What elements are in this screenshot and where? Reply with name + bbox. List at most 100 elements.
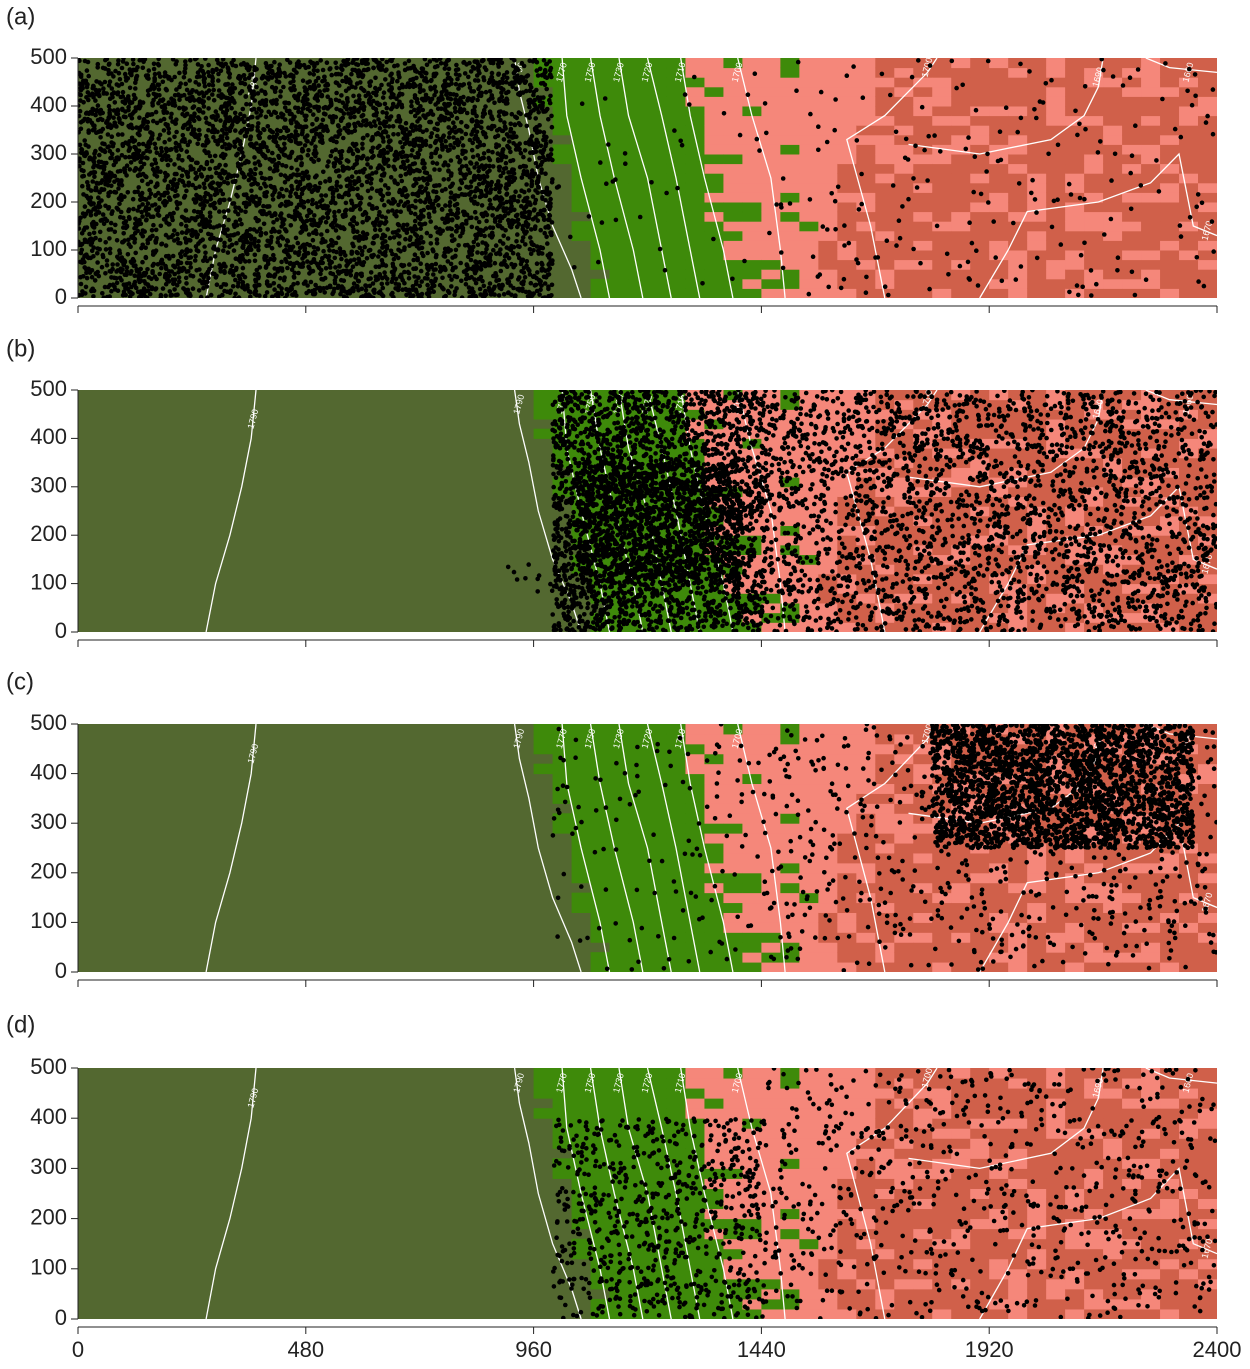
point bbox=[124, 265, 130, 270]
point bbox=[524, 123, 530, 129]
point bbox=[163, 216, 168, 222]
point bbox=[442, 115, 448, 121]
point bbox=[241, 119, 247, 125]
cell bbox=[1008, 202, 1028, 213]
point bbox=[533, 161, 539, 166]
cell bbox=[1160, 106, 1180, 117]
point bbox=[365, 133, 370, 138]
cell bbox=[951, 77, 971, 88]
point bbox=[333, 147, 339, 153]
point bbox=[418, 234, 424, 240]
cell bbox=[913, 115, 933, 126]
point bbox=[225, 181, 231, 186]
point bbox=[508, 149, 513, 155]
point bbox=[442, 294, 447, 298]
point bbox=[455, 210, 461, 216]
point bbox=[269, 245, 275, 251]
point bbox=[165, 162, 171, 168]
point bbox=[445, 75, 451, 81]
point bbox=[97, 246, 102, 252]
point bbox=[179, 147, 184, 153]
point bbox=[491, 273, 496, 279]
cell bbox=[571, 154, 592, 165]
point bbox=[390, 201, 396, 206]
point bbox=[262, 102, 268, 108]
point bbox=[391, 92, 396, 98]
point bbox=[445, 259, 451, 264]
cell bbox=[1103, 106, 1123, 117]
cell bbox=[913, 125, 933, 136]
cell bbox=[856, 278, 876, 289]
contour-line bbox=[680, 58, 734, 298]
point bbox=[138, 266, 143, 272]
contour-line bbox=[1145, 58, 1217, 74]
cell bbox=[913, 288, 933, 298]
cell bbox=[837, 230, 857, 241]
point bbox=[327, 248, 332, 253]
point bbox=[454, 115, 460, 121]
point bbox=[115, 61, 121, 67]
point bbox=[432, 73, 438, 79]
point bbox=[189, 216, 194, 221]
cell bbox=[723, 58, 743, 69]
point bbox=[93, 87, 99, 93]
point bbox=[171, 177, 177, 182]
point bbox=[296, 109, 301, 115]
point bbox=[304, 91, 310, 97]
cell bbox=[970, 192, 990, 203]
point bbox=[185, 174, 191, 179]
point bbox=[218, 118, 223, 123]
point bbox=[124, 61, 130, 66]
point bbox=[442, 107, 448, 113]
point bbox=[412, 252, 418, 257]
panel-label: (a) bbox=[6, 3, 35, 30]
cell bbox=[666, 192, 686, 203]
point bbox=[470, 154, 476, 160]
point bbox=[137, 99, 143, 104]
cell bbox=[1179, 58, 1199, 69]
cell bbox=[1160, 288, 1180, 298]
cell bbox=[1084, 250, 1104, 261]
point bbox=[143, 245, 148, 250]
point bbox=[333, 265, 338, 270]
point bbox=[445, 163, 451, 168]
cell bbox=[894, 230, 914, 241]
cell bbox=[932, 259, 952, 270]
cell bbox=[1084, 154, 1104, 165]
point bbox=[163, 263, 168, 269]
cell bbox=[1046, 77, 1066, 88]
point bbox=[112, 189, 117, 195]
point bbox=[201, 181, 207, 187]
point bbox=[121, 114, 127, 119]
point bbox=[282, 135, 288, 141]
cell bbox=[932, 77, 952, 88]
cell bbox=[818, 288, 838, 298]
point bbox=[495, 62, 501, 67]
point bbox=[319, 276, 324, 282]
point bbox=[422, 58, 428, 62]
point bbox=[98, 107, 104, 113]
point bbox=[468, 257, 474, 263]
point bbox=[318, 58, 324, 63]
point bbox=[329, 149, 335, 154]
point bbox=[205, 140, 210, 146]
cell bbox=[1027, 115, 1047, 126]
point bbox=[163, 174, 169, 180]
cell bbox=[799, 211, 819, 222]
cell bbox=[761, 86, 781, 97]
point bbox=[365, 188, 371, 194]
point bbox=[466, 81, 472, 86]
cell bbox=[932, 86, 952, 97]
point bbox=[110, 262, 115, 267]
point bbox=[221, 209, 227, 214]
point bbox=[397, 119, 403, 124]
cell bbox=[932, 240, 952, 251]
cell bbox=[647, 250, 667, 261]
point bbox=[92, 278, 98, 283]
point bbox=[107, 236, 112, 241]
point bbox=[505, 236, 511, 241]
cell bbox=[799, 58, 819, 69]
point bbox=[390, 208, 395, 213]
point bbox=[360, 146, 365, 151]
point bbox=[392, 167, 398, 172]
